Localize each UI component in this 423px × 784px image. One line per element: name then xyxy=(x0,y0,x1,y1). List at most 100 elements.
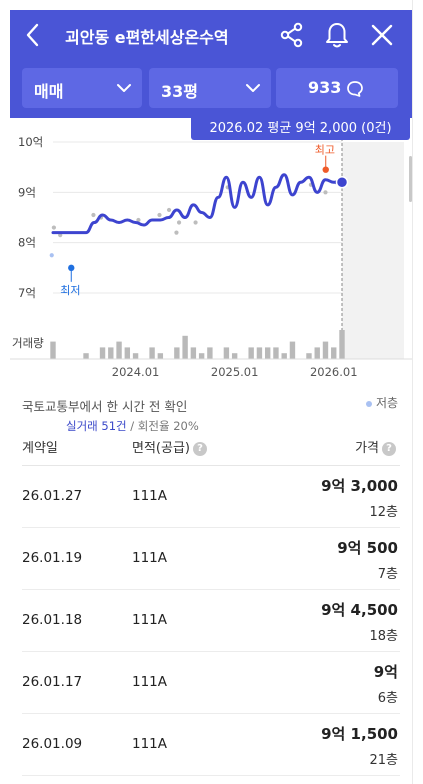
current-point xyxy=(335,176,349,189)
row-area: 111A xyxy=(132,612,168,628)
low-floor-dot-icon xyxy=(366,400,372,407)
row-price: 9억 1,500 xyxy=(321,725,398,743)
volume-bar xyxy=(50,341,56,359)
volume-summary-rate: / 회전율 20% xyxy=(126,419,199,433)
volume-bar xyxy=(322,341,329,359)
help-icon[interactable]: ? xyxy=(192,441,207,456)
transaction-list: 26.01.27 111A 9억 3,000 12층 26.01.19 111A… xyxy=(22,466,400,776)
chat-bubble-icon xyxy=(347,81,363,97)
volume-bar xyxy=(248,347,254,359)
table-row[interactable]: 26.01.27 111A 9억 3,000 12층 xyxy=(22,466,400,528)
x-tick-label: 2025.01 xyxy=(211,365,259,379)
volume-bar xyxy=(108,347,114,359)
volume-bar xyxy=(306,353,312,359)
header-area-label: 면적(공급) xyxy=(132,441,190,456)
volume-bar xyxy=(207,347,213,359)
row-floor: 6층 xyxy=(377,691,398,706)
top-bar: 괴안동 e편한세상온수역 xyxy=(10,10,412,60)
y-tick-label: 7억 xyxy=(18,286,36,300)
table-row[interactable]: 26.01.19 111A 9억 500 7층 xyxy=(22,528,400,590)
volume-bar xyxy=(339,330,345,359)
header-date: 계약일 xyxy=(22,441,58,456)
volume-bar xyxy=(264,347,271,359)
volume-bar xyxy=(281,353,287,359)
row-floor: 7층 xyxy=(377,567,398,582)
transaction-dot xyxy=(136,217,141,223)
y-tick-label: 9억 xyxy=(18,185,36,199)
back-button[interactable] xyxy=(18,20,48,50)
y-tick-label: 8억 xyxy=(18,236,36,250)
price-line xyxy=(51,173,344,235)
data-source-note: 국토교통부에서 한 시간 전 확인 xyxy=(22,399,188,414)
row-floor: 18층 xyxy=(369,629,398,644)
transaction-dot xyxy=(157,212,162,218)
legend-low-label: 저층 xyxy=(376,396,399,410)
volume-summary: 실거래 51건 / 회전율 20% xyxy=(66,418,199,434)
row-price: 9억 xyxy=(373,663,398,681)
x-tick-label: 2024.01 xyxy=(112,365,160,379)
share-button[interactable] xyxy=(278,21,306,49)
min-marker-dot xyxy=(68,264,75,272)
size-label: 33평 xyxy=(161,82,198,101)
transaction-dot xyxy=(174,230,179,235)
volume-bar xyxy=(149,347,155,359)
row-area: 111A xyxy=(132,736,168,752)
x-tick-label: 2026.01 xyxy=(310,365,358,379)
table-row[interactable]: 26.01.17 111A 9억 6층 xyxy=(22,652,400,714)
help-icon[interactable]: ? xyxy=(382,441,396,456)
legend-low-floor: 저층 xyxy=(366,394,398,411)
volume-bar xyxy=(157,353,164,359)
divider xyxy=(22,465,400,466)
transaction-dot xyxy=(193,220,198,225)
volume-bar xyxy=(132,353,139,359)
volume-bar xyxy=(124,347,131,359)
chart-scrollbar[interactable] xyxy=(409,156,412,202)
volume-bar xyxy=(231,353,238,359)
volume-bar xyxy=(116,341,122,359)
max-label: 최고 xyxy=(315,144,335,157)
size-select[interactable]: 33평 xyxy=(149,68,271,108)
trade-type-select[interactable]: 매매 xyxy=(22,68,142,108)
table-row[interactable]: 26.01.09 111A 9억 1,500 21층 xyxy=(22,714,400,776)
transaction-dot xyxy=(49,253,54,258)
trade-type-label: 매매 xyxy=(34,82,64,101)
row-area: 111A xyxy=(132,674,168,690)
row-date: 26.01.19 xyxy=(22,550,83,566)
page-edge xyxy=(412,0,423,784)
volume-bar xyxy=(314,347,320,359)
comments-button[interactable]: 933 xyxy=(276,68,398,108)
volume-axis-label: 거래량 xyxy=(12,336,44,350)
chevron-down-icon xyxy=(117,84,131,92)
row-date: 26.01.18 xyxy=(22,612,83,628)
table-header: 계약일 면적(공급)? 가격? xyxy=(22,437,400,457)
volume-bar xyxy=(273,347,279,359)
row-price: 9억 500 xyxy=(337,539,398,557)
transaction-dot xyxy=(166,207,172,213)
volume-bar xyxy=(289,341,296,359)
min-label: 최저 xyxy=(60,284,80,297)
row-date: 26.01.09 xyxy=(22,736,83,752)
chevron-left-icon xyxy=(26,23,39,47)
volume-bar xyxy=(182,335,188,359)
row-area: 111A xyxy=(132,550,168,566)
transaction-dot xyxy=(91,212,96,218)
transaction-dot xyxy=(323,190,328,195)
volume-bar xyxy=(198,353,205,359)
table-row[interactable]: 26.01.18 111A 9억 4,500 18층 xyxy=(22,590,400,652)
filter-bar: 매매 33평 933 xyxy=(22,68,400,108)
volume-bar xyxy=(223,347,230,359)
header-area: 면적(공급)? xyxy=(132,437,207,456)
app-header: 괴안동 e편한세상온수역 매매 xyxy=(10,10,412,118)
max-marker-dot xyxy=(322,166,329,173)
chart-tooltip: 2026.02 평균 9억 2,000 (0건) xyxy=(191,118,410,140)
volume-bar xyxy=(99,347,106,359)
close-button[interactable] xyxy=(368,21,396,49)
volume-bar xyxy=(174,347,180,359)
volume-summary-count: 실거래 51건 xyxy=(66,419,127,433)
y-tick-label: 10억 xyxy=(18,135,43,149)
header-price: 가격? xyxy=(355,437,396,456)
row-floor: 21층 xyxy=(369,753,398,768)
notification-button[interactable] xyxy=(322,20,352,50)
